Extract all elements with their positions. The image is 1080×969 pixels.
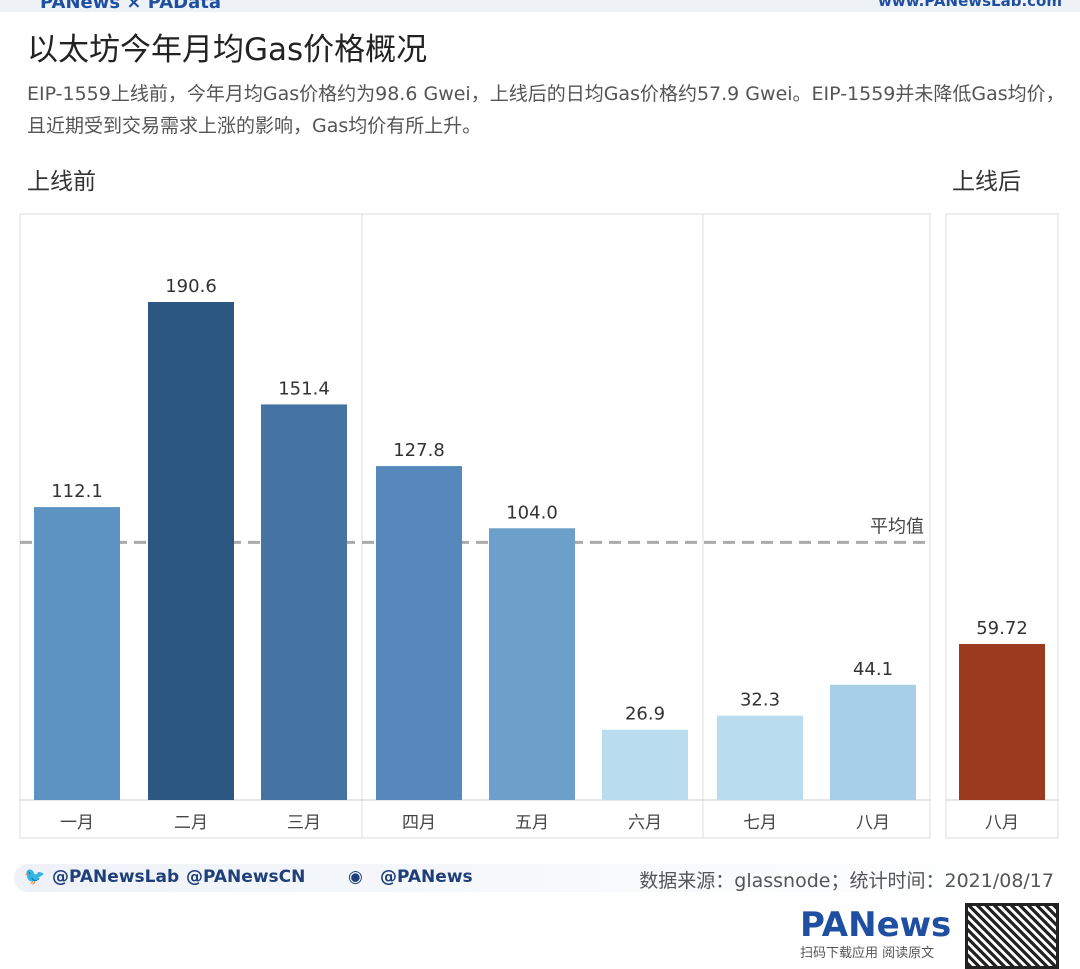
data-source: 数据来源：glassnode；统计时间：2021/08/17 xyxy=(639,870,1054,892)
x-tick-label: 一月 xyxy=(60,813,94,833)
panel-label-after: 上线后 xyxy=(952,169,1021,195)
brand: PANews × PAData xyxy=(40,0,222,13)
twitter-handle-2[interactable]: @PANewsCN xyxy=(186,867,306,887)
x-tick-label: 八月 xyxy=(985,813,1019,833)
x-tick-label: 七月 xyxy=(743,813,777,833)
x-tick-label: 五月 xyxy=(515,813,549,833)
weibo-handle[interactable]: @PANews xyxy=(380,867,473,887)
bar xyxy=(148,302,234,800)
x-tick-label: 二月 xyxy=(174,813,208,833)
chart-title: 以太坊今年月均Gas价格概况 xyxy=(27,32,428,68)
bar-value-label: 44.1 xyxy=(853,659,893,680)
x-tick-label: 八月 xyxy=(856,813,890,833)
qr-code xyxy=(965,903,1059,969)
bar xyxy=(717,715,803,800)
bar xyxy=(602,729,688,800)
chart-subtitle: EIP-1559上线前，今年月均Gas价格约为98.6 Gwei，上线后的日均G… xyxy=(27,83,1065,137)
site-url: www.PANewsLab.com xyxy=(878,0,1062,10)
scan-text: 扫码下载应用 阅读原文 xyxy=(800,946,935,961)
panews-logo: PANews xyxy=(800,905,952,945)
bar-value-label: 190.6 xyxy=(165,276,217,297)
bar xyxy=(959,643,1045,800)
bar-value-label: 104.0 xyxy=(506,502,558,523)
bar-value-label: 32.3 xyxy=(740,690,780,711)
bar-value-label: 26.9 xyxy=(625,704,665,725)
twitter-handle-1[interactable]: @PANewsLab xyxy=(52,867,180,887)
bar xyxy=(261,404,347,800)
x-tick-label: 三月 xyxy=(287,813,321,833)
footer-social: 🐦 @PANewsLab @PANewsCN ◉ @PANews xyxy=(14,864,1064,892)
average-line-label: 平均值 xyxy=(870,516,924,537)
panel-label-before: 上线前 xyxy=(27,169,96,195)
bar xyxy=(34,507,120,800)
twitter-icon: 🐦 xyxy=(24,867,46,887)
bar xyxy=(830,684,916,800)
bar xyxy=(376,466,462,800)
bar xyxy=(489,528,575,800)
x-tick-label: 六月 xyxy=(628,813,662,833)
bar-value-label: 151.4 xyxy=(278,378,330,399)
x-tick-label: 四月 xyxy=(402,813,436,833)
weibo-icon: ◉ xyxy=(348,867,363,887)
panel-frame-after xyxy=(945,213,1059,839)
top-banner: PANews × PAData www.PANewsLab.com xyxy=(0,0,1080,13)
bar-value-label: 112.1 xyxy=(51,481,103,502)
bar-value-label: 127.8 xyxy=(393,440,445,461)
bar-value-label: 59.72 xyxy=(976,618,1028,639)
panel-frame-before xyxy=(19,213,931,839)
